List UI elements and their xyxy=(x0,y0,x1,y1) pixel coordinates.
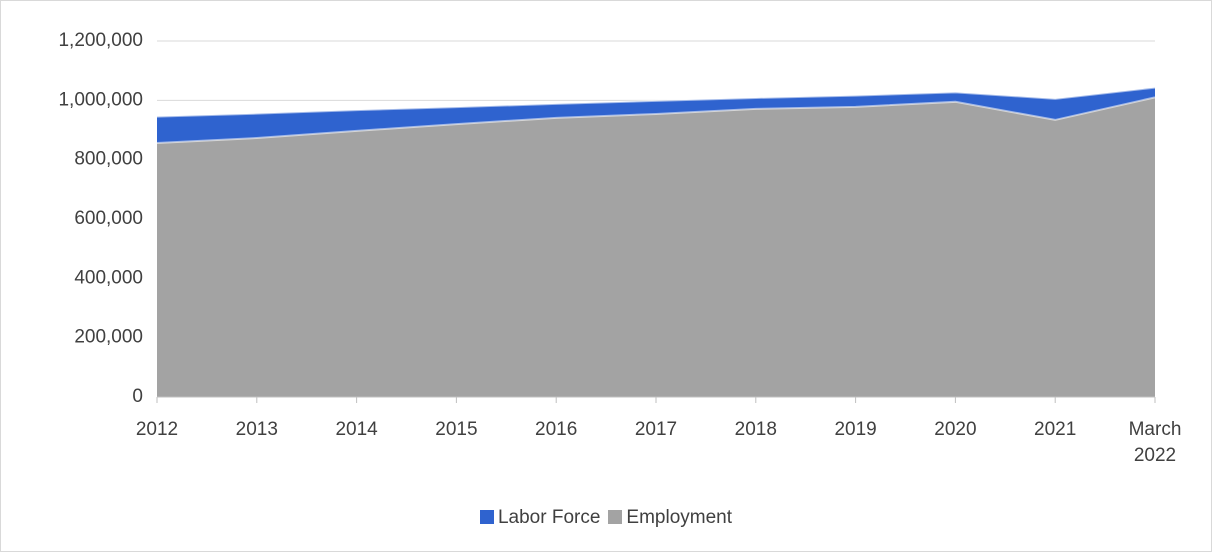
y-tick-label: 1,200,000 xyxy=(58,30,143,51)
x-tick-label: 2013 xyxy=(235,419,278,440)
legend-item: Labor Force xyxy=(479,507,601,529)
area-edge xyxy=(156,96,1156,145)
y-tick-label: 200,000 xyxy=(74,327,143,348)
x-tick-label: March 2022 xyxy=(1128,419,1182,466)
x-tick-label: 2016 xyxy=(535,419,578,440)
legend-label: Employment xyxy=(626,507,733,528)
y-tick-label: 0 xyxy=(132,386,143,407)
y-tick-label: 800,000 xyxy=(74,149,143,170)
legend-swatch xyxy=(608,510,623,524)
y-tick-label: 400,000 xyxy=(74,267,143,288)
x-tick-label: 2018 xyxy=(734,419,777,440)
legend: Labor Force Employment xyxy=(1,507,1211,529)
y-tick-label: 1,000,000 xyxy=(58,89,143,110)
y-tick-label: 600,000 xyxy=(74,208,143,229)
x-tick-label: 2015 xyxy=(435,419,478,440)
x-tick-label: 2021 xyxy=(1034,419,1077,440)
area xyxy=(157,97,1155,397)
legend-item: Employment xyxy=(608,507,732,529)
x-tick-label: 2017 xyxy=(634,419,678,440)
legend-swatch xyxy=(479,510,494,524)
x-tick-label: 2020 xyxy=(934,419,977,440)
x-tick-label: 2012 xyxy=(135,419,179,440)
x-tick-label: 2019 xyxy=(834,419,877,440)
area-edge xyxy=(156,86,1156,118)
legend-label: Labor Force xyxy=(497,507,601,528)
x-tick-label: 2014 xyxy=(335,419,378,440)
